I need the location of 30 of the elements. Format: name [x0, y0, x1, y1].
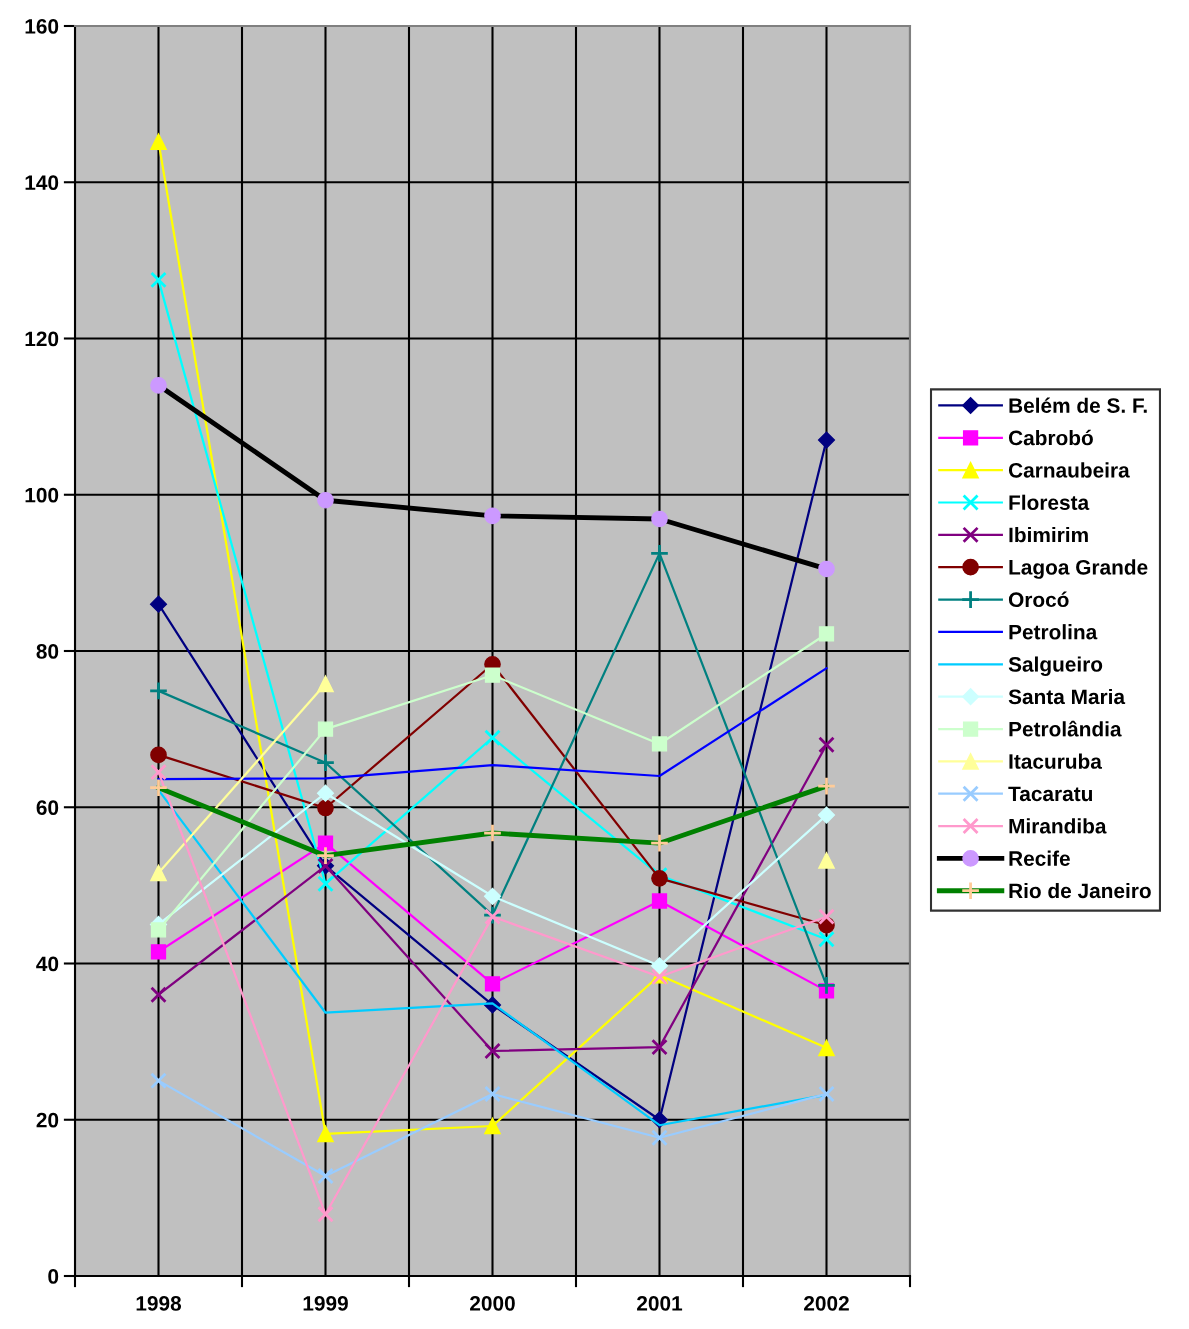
legend-label: Belém de S. F.	[1009, 397, 1147, 413]
x-tick-label: 2000	[470, 1295, 515, 1311]
x-tick-label: 2002	[804, 1295, 849, 1311]
y-tick-label: 140	[25, 175, 59, 190]
legend-label: Mirandiba	[1009, 818, 1107, 834]
x-tick-label: 1998	[136, 1295, 182, 1311]
legend-label: Santa Maria	[1008, 688, 1126, 705]
legend-label: Salgueiro	[1008, 656, 1103, 676]
legend-label: Floresta	[1009, 494, 1090, 510]
y-tick-label: 120	[25, 331, 59, 347]
legend-label: Orocó	[1008, 591, 1069, 608]
y-tick-label: 0	[48, 1269, 59, 1284]
legend-label: Lagoa Grande	[1009, 559, 1148, 579]
y-tick-label: 80	[36, 644, 59, 659]
legend-label: Petrolina	[1009, 624, 1098, 640]
x-tick-label: 2001	[637, 1295, 683, 1311]
y-tick-label: 40	[36, 956, 59, 972]
legend-label: Rio de Janeiro	[1009, 882, 1151, 899]
legend-label: Tacaratu	[1008, 786, 1093, 802]
y-tick-label: 60	[36, 800, 59, 815]
legend-label: Recife	[1009, 850, 1070, 866]
y-tick-label: 20	[36, 1112, 59, 1128]
legend-label: Ibimirim	[1009, 527, 1088, 543]
y-tick-label: 160	[25, 19, 59, 34]
legend-label: Cabrobó	[1008, 429, 1093, 446]
y-tick-label: 100	[25, 487, 59, 503]
legend-label: Carnaubeira	[1008, 462, 1130, 478]
legend-label: Petrolândia	[1009, 720, 1122, 737]
x-tick-label: 1999	[303, 1295, 348, 1311]
legend-label: Itacuruba	[1009, 753, 1102, 769]
